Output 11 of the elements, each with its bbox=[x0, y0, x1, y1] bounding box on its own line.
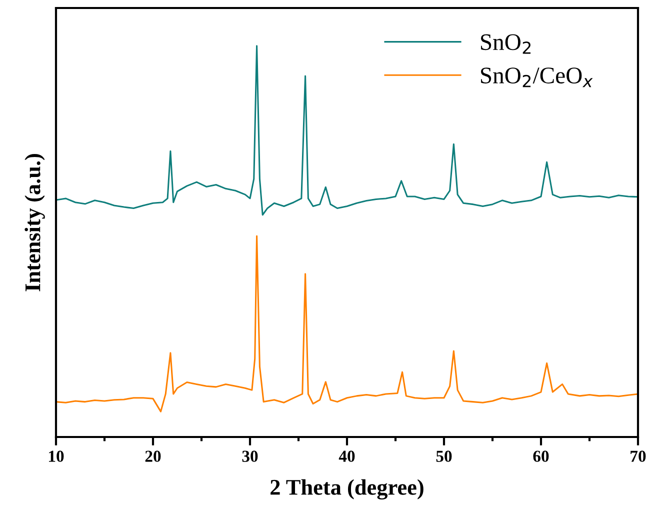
x-tick-label: 70 bbox=[630, 450, 646, 462]
x-axis-title: 2 Theta (degree) bbox=[270, 479, 424, 500]
legend-label: SnO$_{2}$ bbox=[481, 34, 531, 54]
x-tick-label: 60 bbox=[533, 450, 549, 462]
y-axis-title: Intensity (a.u.) bbox=[24, 154, 45, 292]
x-tick-label: 40 bbox=[338, 450, 355, 462]
x-tick-label: 50 bbox=[436, 450, 452, 462]
x-tick-label: 20 bbox=[145, 450, 161, 462]
legend-label: SnO$_{2}$/CeO$_{x}$ bbox=[481, 68, 593, 88]
x-tick-label: 10 bbox=[49, 450, 64, 462]
x-tick-label: 30 bbox=[242, 450, 258, 462]
